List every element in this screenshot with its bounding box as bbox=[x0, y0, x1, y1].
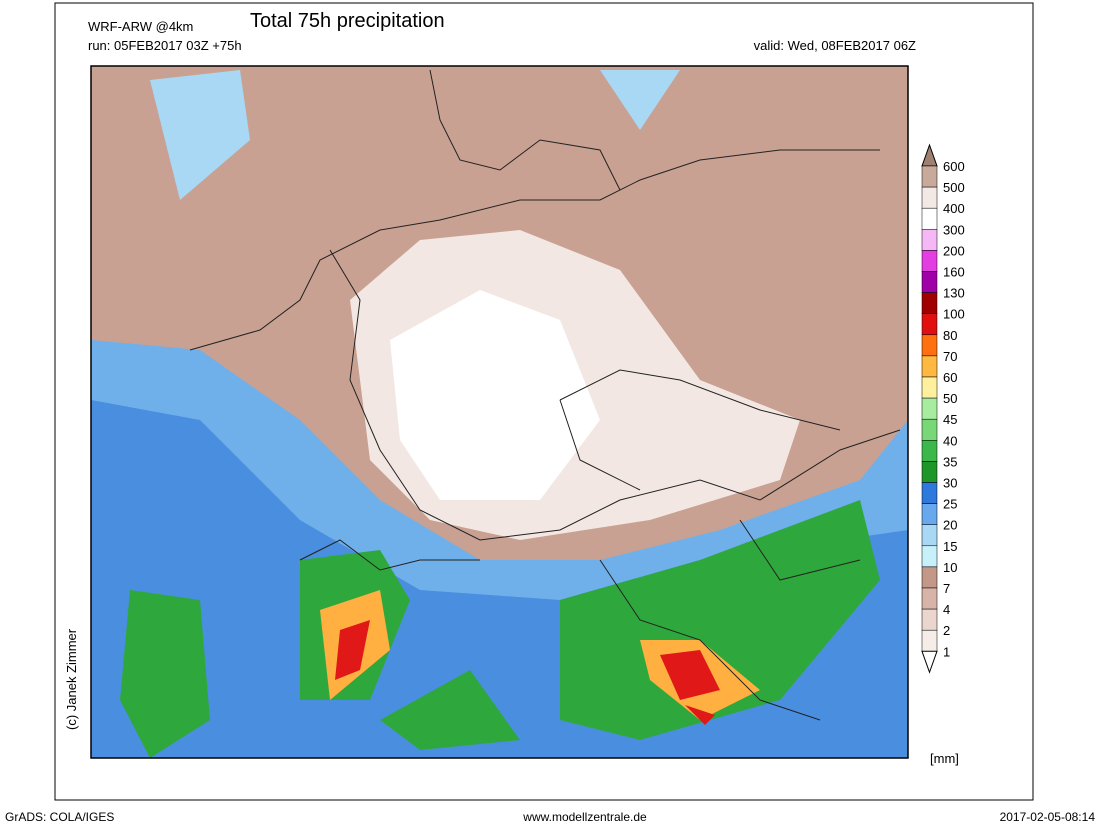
colorbar-label: 60 bbox=[943, 370, 957, 385]
colorbar-box bbox=[921, 524, 938, 547]
colorbar-label: 1 bbox=[943, 644, 950, 659]
colorbar-label: 200 bbox=[943, 243, 965, 258]
footer-right: 2017-02-05-08:14 bbox=[1000, 810, 1096, 824]
colorbar-label: 45 bbox=[943, 412, 957, 427]
colorbar-label: 30 bbox=[943, 476, 957, 491]
colorbar-box bbox=[921, 461, 938, 483]
colorbar-label: 15 bbox=[943, 539, 957, 554]
colorbar-box bbox=[921, 482, 938, 504]
colorbar-label: 50 bbox=[943, 391, 957, 406]
colorbar-box bbox=[921, 250, 938, 272]
colorbar-label: 130 bbox=[943, 286, 965, 301]
colorbar-label: 25 bbox=[943, 497, 957, 512]
colorbar-label: 100 bbox=[943, 307, 965, 322]
map-title: Total 75h precipitation bbox=[250, 10, 445, 32]
run-label: run: 05FEB2017 03Z +75h bbox=[88, 38, 242, 53]
colorbar-box bbox=[921, 440, 938, 462]
colorbar-box bbox=[921, 397, 938, 420]
footer-center: www.modellzentrale.de bbox=[522, 810, 647, 824]
colorbar-label: 4 bbox=[943, 602, 950, 617]
colorbar-box bbox=[921, 271, 938, 293]
map-frame bbox=[90, 65, 909, 759]
colorbar-box bbox=[921, 545, 938, 568]
colorbar-box bbox=[921, 376, 938, 399]
colorbar-box bbox=[921, 292, 938, 314]
colorbar-arrow bbox=[921, 650, 938, 674]
colorbar-box bbox=[921, 186, 938, 209]
colorbar-box bbox=[921, 229, 938, 251]
colorbar-label: 35 bbox=[943, 454, 957, 469]
colorbar-label: 300 bbox=[943, 222, 965, 237]
colorbar-box bbox=[921, 418, 938, 441]
map bbox=[90, 65, 909, 759]
colorbar-box bbox=[921, 566, 938, 589]
colorbar-label: 2 bbox=[943, 623, 950, 638]
model-label: WRF-ARW @4km bbox=[88, 19, 193, 34]
valid-label: valid: Wed, 08FEB2017 06Z bbox=[754, 38, 916, 53]
rain-area bbox=[150, 70, 680, 200]
colorbar-label: 400 bbox=[943, 201, 965, 216]
colorbar-box bbox=[921, 587, 938, 610]
dry-area bbox=[390, 290, 600, 500]
colorbar-box bbox=[921, 608, 938, 631]
colorbar-label: 500 bbox=[943, 180, 965, 195]
colorbar-label: 10 bbox=[943, 560, 957, 575]
colorbar-box bbox=[921, 503, 938, 525]
credit: (c) Janek Zimmer bbox=[64, 628, 79, 730]
border-line bbox=[329, 249, 901, 541]
colorbar-label: 70 bbox=[943, 349, 957, 364]
colorbar-label: 7 bbox=[943, 581, 950, 596]
border-line bbox=[189, 149, 880, 351]
colorbar-box bbox=[921, 334, 938, 357]
border-line bbox=[299, 69, 621, 571]
colorbar-label: 20 bbox=[943, 518, 957, 533]
border-line bbox=[559, 369, 861, 721]
colorbar-box bbox=[921, 355, 938, 378]
footer-left: GrADS: COLA/IGES bbox=[5, 810, 114, 824]
colorbar: 600 500 400 300 200 160 130 100 80 70 60 50 45 40 35 30… bbox=[921, 143, 965, 674]
unit-label: [mm] bbox=[930, 751, 959, 766]
colorbar-label: 80 bbox=[943, 328, 957, 343]
colorbar-box bbox=[921, 313, 938, 336]
colorbar-label: 40 bbox=[943, 433, 957, 448]
colorbar-label: 600 bbox=[943, 159, 965, 174]
colorbar-box bbox=[921, 629, 938, 652]
colorbar-box bbox=[921, 207, 938, 230]
colorbar-box bbox=[921, 165, 938, 188]
colorbar-label: 160 bbox=[943, 265, 965, 280]
